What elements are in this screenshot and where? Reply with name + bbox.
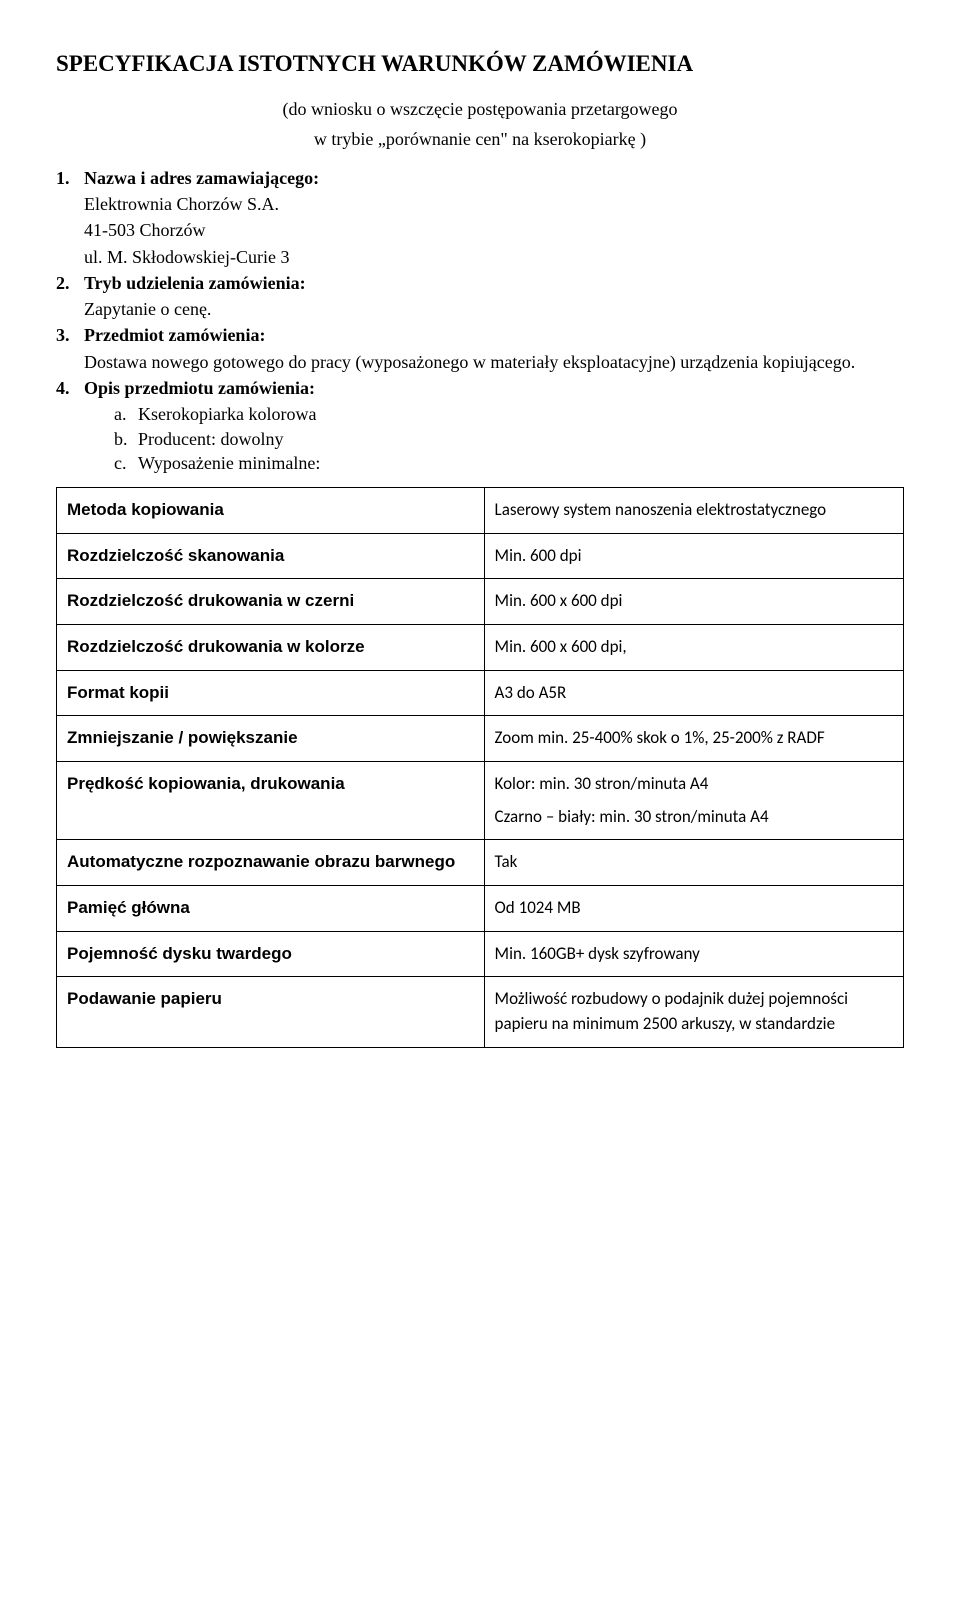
table-row: Rozdzielczość skanowaniaMin. 600 dpi [57, 533, 904, 579]
list-item-2: 2. Tryb udzielenia zamówienia: [56, 271, 904, 295]
spec-label: Automatyczne rozpoznawanie obrazu barwne… [57, 840, 485, 886]
sub-item-b: b. Producent: dowolny [114, 427, 904, 451]
table-row: Rozdzielczość drukowania w czerniMin. 60… [57, 579, 904, 625]
text-line: Dostawa nowego gotowego do pracy (wyposa… [84, 350, 855, 374]
table-row: Pojemność dysku twardegoMin. 160GB+ dysk… [57, 931, 904, 977]
item-number: 4. [56, 376, 84, 400]
item-1-line: 41-503 Chorzów [56, 218, 904, 242]
text-line: Elektrownia Chorzów S.A. [84, 192, 279, 216]
spec-label: Podawanie papieru [57, 977, 485, 1047]
spec-value: Min. 600 x 600 dpi, [484, 625, 903, 671]
spec-value: Min. 600 dpi [484, 533, 903, 579]
table-row: Format kopiiA3 do A5R [57, 670, 904, 716]
doc-subtitle-1: (do wniosku o wszczęcie postępowania prz… [56, 97, 904, 121]
doc-title: SPECYFIKACJA ISTOTNYCH WARUNKÓW ZAMÓWIEN… [56, 48, 904, 79]
spec-value: Od 1024 MB [484, 885, 903, 931]
spec-value: Min. 600 x 600 dpi [484, 579, 903, 625]
table-row: Automatyczne rozpoznawanie obrazu barwne… [57, 840, 904, 886]
table-row: Zmniejszanie / powiększanieZoom min. 25-… [57, 716, 904, 762]
doc-subtitle-2: w trybie „porównanie cen" na kserokopiar… [56, 127, 904, 151]
spec-value: Kolor: min. 30 stron/minuta A4Czarno – b… [484, 762, 903, 840]
spec-label: Rozdzielczość skanowania [57, 533, 485, 579]
item-number: 1. [56, 166, 84, 190]
spec-label: Zmniejszanie / powiększanie [57, 716, 485, 762]
item-heading: Tryb udzielenia zamówienia: [84, 273, 306, 293]
spec-label: Prędkość kopiowania, drukowania [57, 762, 485, 840]
item-1-line: ul. M. Skłodowskiej-Curie 3 [56, 245, 904, 269]
spec-label: Format kopii [57, 670, 485, 716]
list-item-3: 3. Przedmiot zamówienia: [56, 323, 904, 347]
sub-letter: c. [114, 451, 138, 475]
table-row: Podawanie papieruMożliwość rozbudowy o p… [57, 977, 904, 1047]
spec-value: Możliwość rozbudowy o podajnik dużej poj… [484, 977, 903, 1047]
spec-label: Rozdzielczość drukowania w czerni [57, 579, 485, 625]
list-item-4: 4. Opis przedmiotu zamówienia: [56, 376, 904, 400]
spec-value: Min. 160GB+ dysk szyfrowany [484, 931, 903, 977]
item-number: 3. [56, 323, 84, 347]
item-heading: Opis przedmiotu zamówienia: [84, 378, 315, 398]
spec-table: Metoda kopiowaniaLaserowy system nanosze… [56, 487, 904, 1047]
sub-item-c: c. Wyposażenie minimalne: [114, 451, 904, 475]
sub-letter: a. [114, 402, 138, 426]
text-line: 41-503 Chorzów [84, 218, 205, 242]
sub-text: Producent: dowolny [138, 427, 284, 451]
spec-value: Tak [484, 840, 903, 886]
spec-label: Rozdzielczość drukowania w kolorze [57, 625, 485, 671]
item-2-line: Zapytanie o cenę. [56, 297, 904, 321]
spec-value: Zoom min. 25-400% skok o 1%, 25-200% z R… [484, 716, 903, 762]
sub-text: Kserokopiarka kolorowa [138, 402, 316, 426]
spec-label: Metoda kopiowania [57, 488, 485, 534]
item-3-line: Dostawa nowego gotowego do pracy (wyposa… [56, 350, 904, 374]
sub-list: a. Kserokopiarka kolorowa b. Producent: … [56, 402, 904, 475]
spec-label: Pojemność dysku twardego [57, 931, 485, 977]
text-line: Zapytanie o cenę. [84, 297, 211, 321]
sub-text: Wyposażenie minimalne: [138, 451, 320, 475]
list-item-1: 1. Nazwa i adres zamawiającego: [56, 166, 904, 190]
spec-value: Laserowy system nanoszenia elektrostatyc… [484, 488, 903, 534]
table-row: Rozdzielczość drukowania w kolorzeMin. 6… [57, 625, 904, 671]
item-number: 2. [56, 271, 84, 295]
spec-value: A3 do A5R [484, 670, 903, 716]
item-heading: Przedmiot zamówienia: [84, 325, 265, 345]
spec-label: Pamięć główna [57, 885, 485, 931]
spec-value-extra: Czarno – biały: min. 30 stron/minuta A4 [495, 805, 893, 830]
sub-item-a: a. Kserokopiarka kolorowa [114, 402, 904, 426]
table-row: Metoda kopiowaniaLaserowy system nanosze… [57, 488, 904, 534]
table-row: Prędkość kopiowania, drukowaniaKolor: mi… [57, 762, 904, 840]
table-row: Pamięć głównaOd 1024 MB [57, 885, 904, 931]
main-list: 1. Nazwa i adres zamawiającego: Elektrow… [56, 166, 904, 401]
item-1-line: Elektrownia Chorzów S.A. [56, 192, 904, 216]
item-heading: Nazwa i adres zamawiającego: [84, 168, 319, 188]
text-line: ul. M. Skłodowskiej-Curie 3 [84, 245, 290, 269]
sub-letter: b. [114, 427, 138, 451]
